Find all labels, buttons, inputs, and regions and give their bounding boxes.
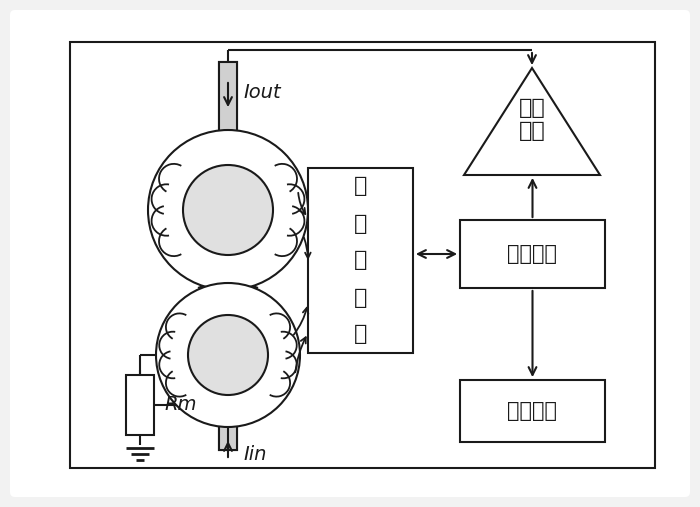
Circle shape	[183, 165, 273, 255]
Bar	[126, 375, 154, 435]
Circle shape	[156, 283, 300, 427]
Polygon shape	[464, 68, 600, 175]
Text: Iin: Iin	[243, 446, 267, 464]
Text: 制: 制	[354, 213, 368, 234]
Text: 调: 调	[354, 176, 368, 197]
Bar	[70, 42, 655, 468]
Text: 解: 解	[354, 287, 368, 308]
Text: 与: 与	[354, 250, 368, 271]
Text: 调: 调	[354, 324, 368, 344]
Bar	[460, 380, 605, 442]
Text: 状态监测: 状态监测	[508, 401, 557, 421]
Bar	[219, 62, 237, 450]
Text: Rm: Rm	[164, 395, 197, 415]
Bar	[308, 168, 413, 353]
Circle shape	[188, 315, 268, 395]
FancyBboxPatch shape	[10, 10, 690, 497]
Text: Iout: Iout	[243, 84, 281, 102]
Bar	[219, 62, 237, 450]
Circle shape	[148, 130, 308, 290]
Bar	[460, 220, 605, 288]
Text: 信号调理: 信号调理	[508, 244, 557, 264]
Text: 功率
放大: 功率 放大	[519, 98, 545, 141]
